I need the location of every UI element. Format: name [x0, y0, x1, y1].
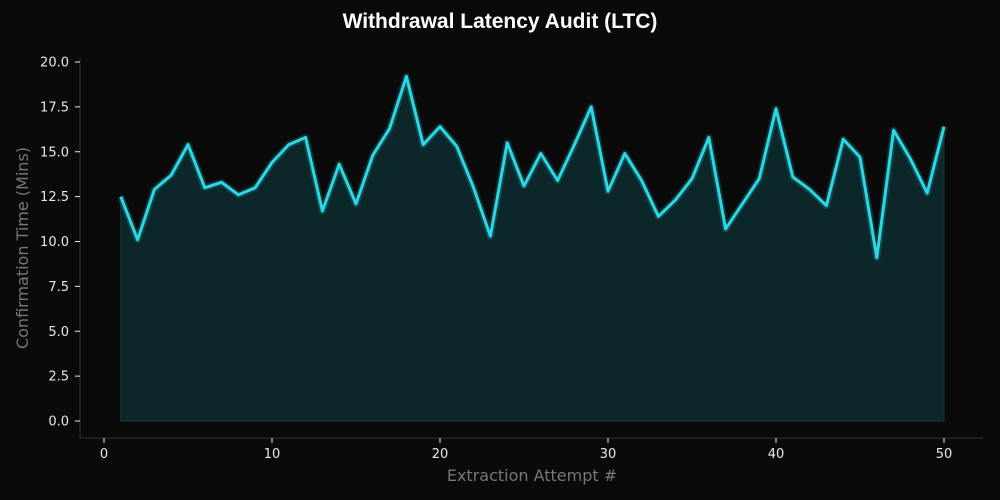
y-tick-label: 7.5: [48, 280, 69, 295]
y-tick-label: 12.5: [40, 190, 69, 205]
x-axis-ticks: 0 10 20 30 40 50: [100, 438, 952, 462]
y-axis-ticks: 0.0 2.5 5.0 7.5 10.0 12.5 15.0 17.5 20.0: [40, 56, 80, 430]
data-line: [117, 72, 948, 262]
y-axis-label: Confirmation Time (Mins): [13, 147, 32, 349]
y-tick-label: 0.0: [48, 415, 69, 430]
y-tick-label: 15.0: [40, 145, 69, 160]
chart-title: Withdrawal Latency Audit (LTC): [342, 10, 658, 33]
x-tick-label: 0: [100, 447, 108, 462]
y-tick-label: 2.5: [48, 370, 69, 385]
x-tick-label: 50: [936, 447, 953, 462]
y-tick-label: 10.0: [40, 235, 69, 250]
x-tick-label: 40: [768, 447, 785, 462]
x-axis-label: Extraction Attempt #: [447, 466, 617, 485]
x-tick-label: 30: [600, 447, 617, 462]
area-fill: [120, 74, 945, 422]
y-tick-label: 5.0: [48, 325, 69, 340]
axes-spines: [79, 58, 983, 439]
x-tick-label: 20: [432, 447, 449, 462]
y-tick-label: 20.0: [40, 56, 69, 71]
x-tick-label: 10: [264, 447, 281, 462]
y-tick-label: 17.5: [40, 100, 69, 115]
